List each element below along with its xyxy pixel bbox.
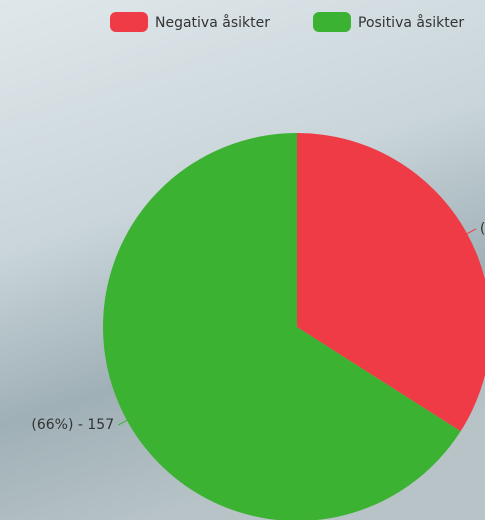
legend-label: Negativa åsikter (155, 14, 270, 31)
pie-slice (103, 133, 461, 520)
legend-swatch (313, 12, 351, 32)
data-label: (66%) - 157 (31, 417, 114, 433)
leader-line (461, 228, 477, 238)
legend-label: Positiva åsikter (358, 14, 464, 31)
data-label: ( (480, 221, 485, 237)
pie: ( (66%) - 157 (31, 133, 485, 520)
legend: Negativa åsikter Positiva åsikter (110, 12, 464, 32)
legend-swatch (110, 12, 148, 32)
leader-line (117, 416, 133, 426)
pie-slice (297, 133, 485, 432)
